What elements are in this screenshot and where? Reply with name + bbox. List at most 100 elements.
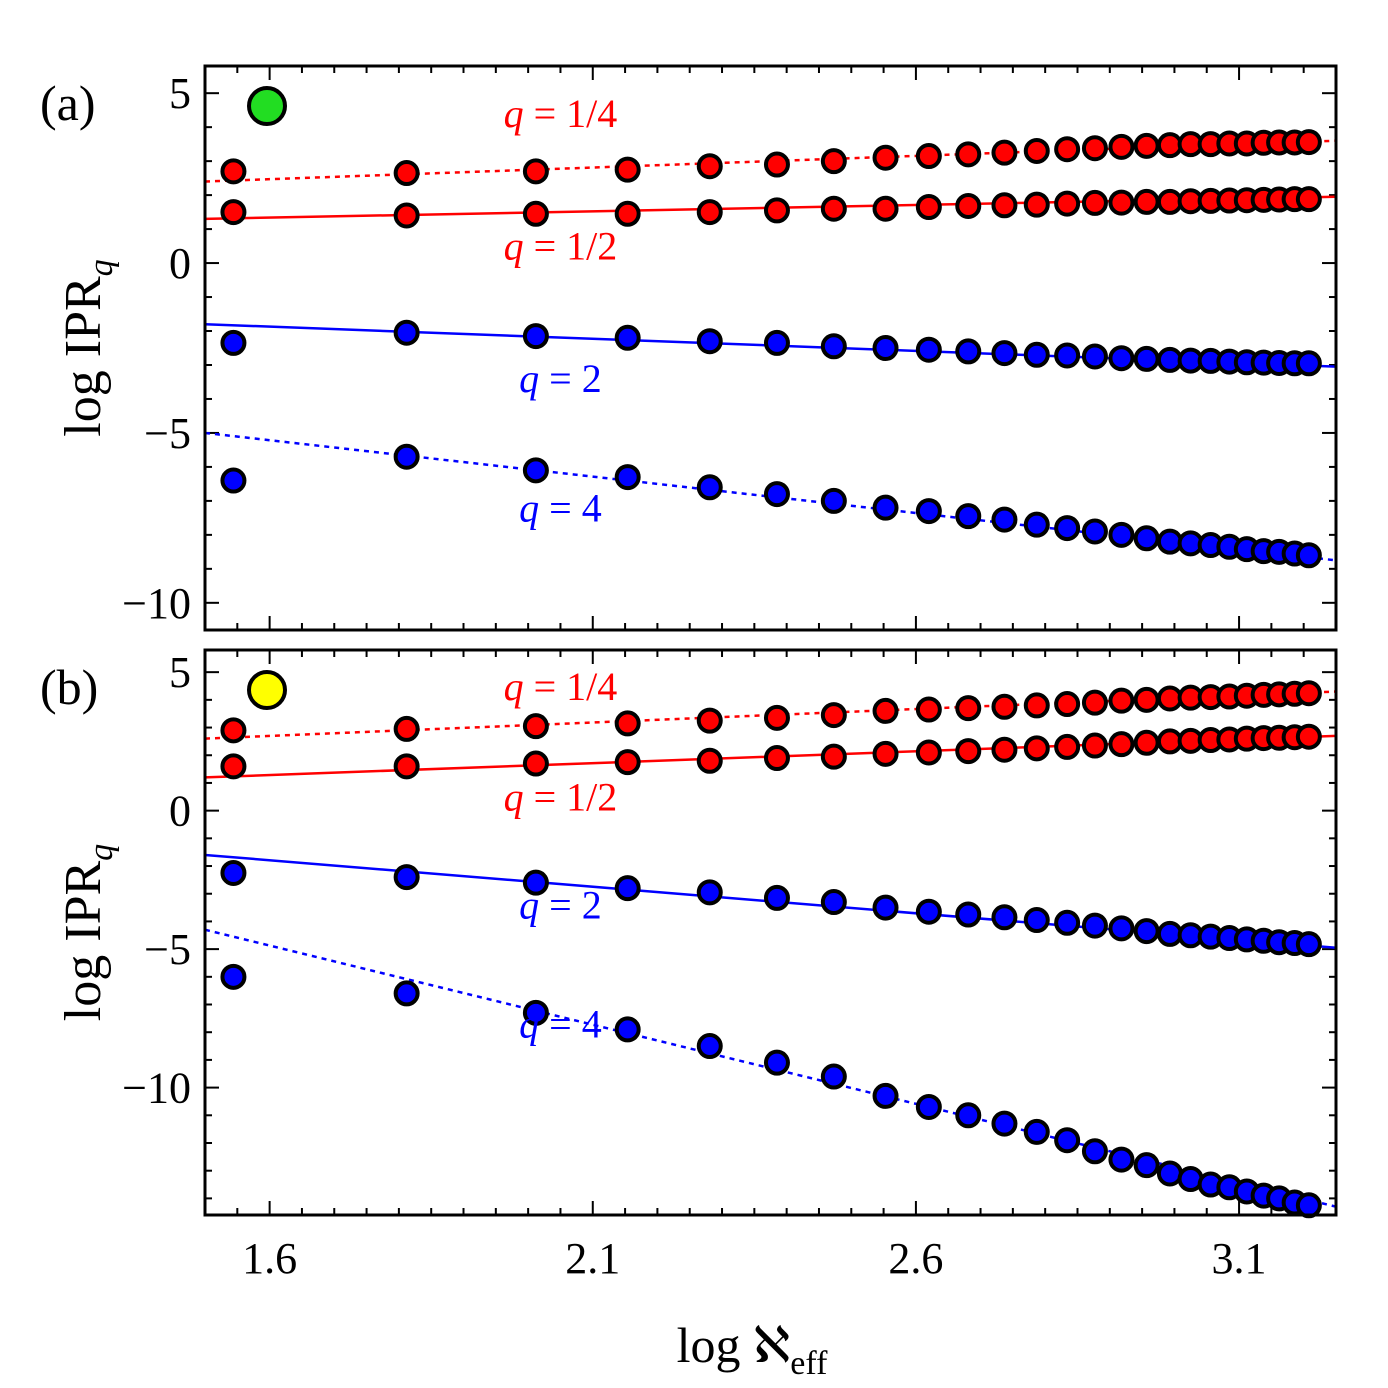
data-point [915, 1093, 942, 1120]
data-point [1133, 729, 1160, 756]
data-point [872, 144, 899, 171]
curve-label: q = 1/2 [504, 224, 618, 269]
data-point [991, 340, 1018, 367]
y-axis-label: log IPRq [55, 844, 120, 1021]
data-point [1054, 515, 1081, 542]
series [220, 859, 1322, 958]
curve-label: q = 1/4 [504, 91, 618, 136]
data-point [991, 192, 1018, 219]
data-point [991, 506, 1018, 533]
data-point [522, 750, 549, 777]
data-point [1023, 735, 1050, 762]
series [220, 963, 1322, 1219]
data-point [522, 457, 549, 484]
data-point [1133, 132, 1160, 159]
data-point [955, 738, 982, 765]
data-point [393, 443, 420, 470]
data-point [1023, 511, 1050, 538]
data-point [1081, 689, 1108, 716]
x-tick-label: 1.6 [242, 1234, 297, 1283]
data-point [820, 487, 847, 514]
data-point [1133, 188, 1160, 215]
y-tick-label: 0 [169, 787, 191, 836]
data-point [991, 693, 1018, 720]
data-point [955, 1102, 982, 1129]
data-point [220, 329, 247, 356]
data-point [915, 739, 942, 766]
data-point [220, 467, 247, 494]
data-point [614, 1016, 641, 1043]
data-point [763, 481, 790, 508]
data-point [393, 319, 420, 346]
x-tick-label: 3.1 [1212, 1234, 1267, 1283]
data-point [1108, 1146, 1135, 1173]
data-point [991, 139, 1018, 166]
data-point [955, 192, 982, 219]
data-point [915, 498, 942, 525]
data-point [696, 199, 723, 226]
data-point [696, 707, 723, 734]
panel-indicator-dot [247, 86, 287, 126]
data-point [955, 695, 982, 722]
data-point [220, 199, 247, 226]
data-point [763, 329, 790, 356]
data-point [1023, 907, 1050, 934]
data-point [1156, 920, 1183, 947]
data-point [220, 753, 247, 780]
data-point [522, 200, 549, 227]
data-point [614, 464, 641, 491]
data-point [393, 980, 420, 1007]
data-point [1156, 685, 1183, 712]
panel-label: (a) [40, 75, 96, 131]
data-point [820, 148, 847, 175]
series [220, 443, 1322, 569]
series [220, 186, 1322, 229]
data-point [1108, 189, 1135, 216]
x-tick-label: 2.6 [888, 1234, 943, 1283]
data-point [915, 336, 942, 363]
y-tick-label: −10 [122, 579, 191, 628]
data-point [696, 879, 723, 906]
data-point [220, 158, 247, 185]
data-point [1133, 1152, 1160, 1179]
data-point [220, 859, 247, 886]
data-point [991, 1110, 1018, 1137]
data-point [1156, 132, 1183, 159]
data-point [1108, 731, 1135, 758]
data-point [393, 202, 420, 229]
data-point [820, 195, 847, 222]
data-point [1156, 528, 1183, 555]
data-point [1133, 345, 1160, 372]
data-point [522, 158, 549, 185]
y-axis-label: log IPRq [55, 259, 120, 436]
data-point [955, 901, 982, 928]
data-point [220, 963, 247, 990]
data-point [1081, 912, 1108, 939]
curve-label: q = 1/2 [504, 775, 618, 820]
data-point [820, 702, 847, 729]
data-point [1133, 918, 1160, 945]
curve-label: q = 4 [519, 485, 602, 530]
data-point [393, 715, 420, 742]
data-point [1023, 1118, 1050, 1145]
data-point [522, 869, 549, 896]
data-point [763, 151, 790, 178]
data-point [393, 753, 420, 780]
data-point [614, 156, 641, 183]
data-point [1108, 915, 1135, 942]
y-tick-label: 5 [169, 69, 191, 118]
data-point [1108, 133, 1135, 160]
data-point [1108, 521, 1135, 548]
data-point [872, 740, 899, 767]
data-point [1054, 733, 1081, 760]
data-point [1081, 732, 1108, 759]
data-point [696, 1033, 723, 1060]
data-point [522, 999, 549, 1026]
data-point [872, 1082, 899, 1109]
data-point [991, 736, 1018, 763]
data-point [1295, 542, 1322, 569]
data-point [1081, 1138, 1108, 1165]
y-tick-label: −10 [122, 1064, 191, 1113]
data-point [1081, 343, 1108, 370]
